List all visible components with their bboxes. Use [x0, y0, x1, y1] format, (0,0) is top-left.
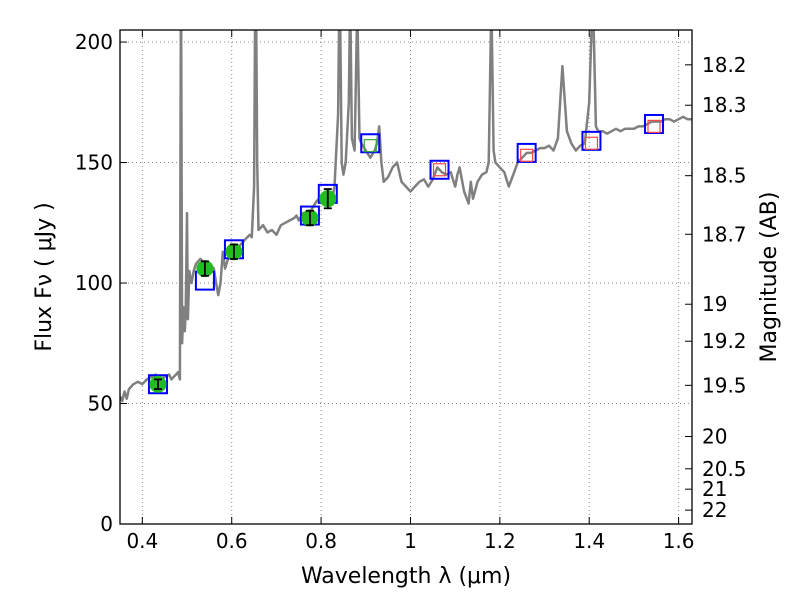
magnitude-tick-label: 20.5 [702, 457, 747, 481]
x-tick-label: 0.4 [126, 529, 158, 553]
magnitude-tick-label: 18.5 [702, 164, 747, 188]
green-box-marker [363, 139, 377, 153]
magnitude-tick-label: 20 [702, 425, 727, 449]
y-axis-label: Flux Fν ( μJy ) [32, 202, 57, 351]
spectrum-line [120, 30, 692, 403]
magnitude-axis-label: Magnitude (AB) [757, 192, 782, 363]
y-tick-label: 200 [75, 30, 113, 54]
y-tick-label: 50 [88, 392, 113, 416]
magnitude-tick-label: 19.5 [702, 373, 747, 397]
x-tick-label: 1.4 [573, 529, 605, 553]
magnitude-tick-label: 18.3 [702, 93, 747, 117]
x-tick-label: 1.2 [484, 529, 516, 553]
y-tick-label: 150 [75, 151, 113, 175]
x-tick-label: 1.6 [663, 529, 695, 553]
x-tick-label: 0.8 [305, 529, 337, 553]
magnitude-tick-label: 22 [702, 498, 727, 522]
magnitude-tick-label: 19 [702, 292, 727, 316]
x-tick-label: 1 [404, 529, 417, 553]
axes: 0.4 0.6 0.8 1 1.2 1.4 1.6 0 50 100 150 200 18.2 18.3 1… [75, 30, 747, 553]
model-box-marker [429, 159, 450, 180]
red-box-marker [647, 119, 661, 133]
red-box-marker [520, 148, 534, 162]
plot-area [120, 30, 692, 403]
model-box-marker [147, 374, 168, 395]
magnitude-tick-label: 21 [702, 477, 727, 501]
red-box-marker [584, 136, 599, 150]
y-tick-label: 100 [75, 271, 113, 295]
x-tick-label: 0.6 [216, 529, 248, 553]
plot-frame [119, 29, 693, 525]
y-tick-label: 0 [100, 512, 113, 536]
magnitude-tick-label: 18.2 [702, 53, 747, 77]
x-axis-label: Wavelength λ (μm) [301, 564, 511, 589]
magnitude-tick-label: 18.7 [702, 222, 747, 246]
red-box-marker [432, 163, 447, 177]
magnitude-tick-label: 19.2 [702, 329, 747, 353]
